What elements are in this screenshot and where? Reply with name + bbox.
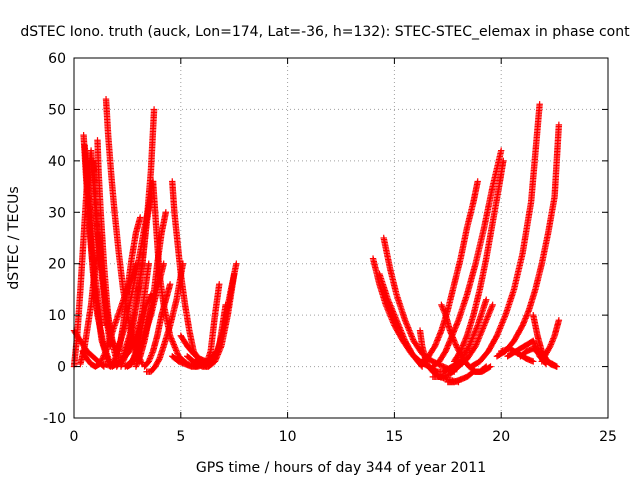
x-tick-label: 10 [279,429,297,445]
data-point-arc [468,101,543,370]
y-tick-label: -10 [43,411,66,427]
x-tick-label: 0 [70,429,79,445]
y-tick-label: 30 [48,205,66,221]
x-tick-label: 20 [492,429,510,445]
y-tick-label: 20 [48,257,66,273]
data-point-arc [444,363,490,386]
y-tick-label: 40 [48,154,66,170]
data-point-arc [451,157,507,365]
y-tick-label: 0 [57,360,66,376]
data-point-arc [429,301,496,381]
data-point-arc [418,178,481,365]
y-axis-label: dSTEC / TECUs [6,186,22,289]
chart-title: dSTEC Iono. truth (auck, Lon=174, Lat=-3… [20,24,630,40]
points-layer [70,95,563,386]
data-point-arc [429,147,505,370]
data-point-arc [376,270,426,370]
plot-frame [73,57,609,419]
data-point-arc [517,345,560,370]
x-tick-label: 15 [385,429,403,445]
data-point-arc [192,270,238,370]
data-point-arc [130,291,155,365]
y-tick-label: 10 [48,308,66,324]
y-tick-label: 60 [48,51,66,67]
data-point-arc [94,137,114,339]
data-point-arc [141,281,174,370]
x-tick-label: 25 [599,429,617,445]
data-point-arc [117,106,158,370]
x-tick-label: 5 [176,429,185,445]
x-axis-label: GPS time / hours of day 344 of year 2011 [196,460,486,476]
data-point-arc [493,121,563,360]
y-tick-label: 50 [48,102,66,118]
data-point-arc [83,157,105,329]
data-point-arc [431,296,490,375]
data-point-arc [115,214,144,355]
